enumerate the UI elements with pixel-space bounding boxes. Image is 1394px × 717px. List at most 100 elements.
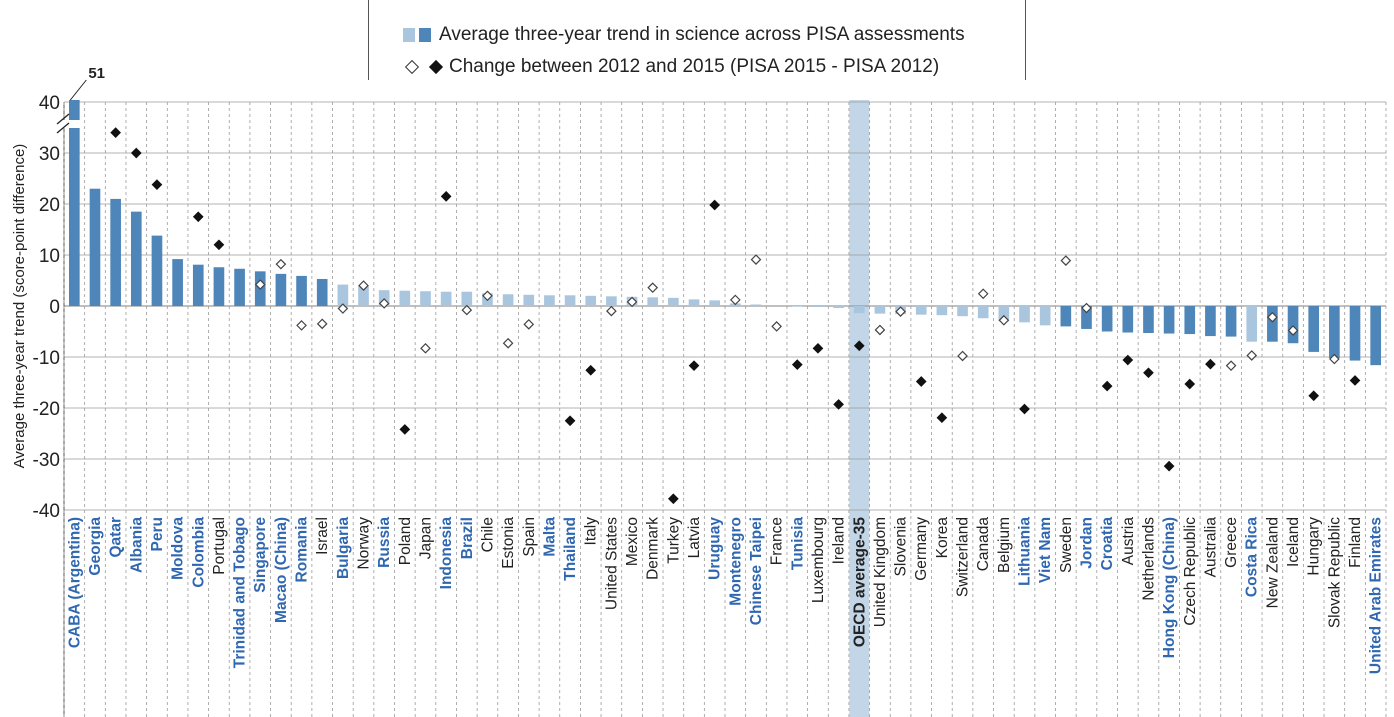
change-diamond <box>626 296 638 308</box>
trend-bar <box>1081 306 1092 329</box>
change-diamond <box>957 350 968 362</box>
axis-break-mark <box>56 122 70 134</box>
category-label: Jordan <box>1078 517 1095 569</box>
change-diamond <box>895 306 906 317</box>
truncated-bar-leader <box>69 79 87 101</box>
trend-bar <box>915 306 927 315</box>
trend-bar <box>544 295 555 306</box>
category-label: United Arab Emirates <box>1368 517 1385 674</box>
trend-bar <box>564 295 576 306</box>
change-diamond <box>1308 390 1320 402</box>
trend-bar <box>213 267 225 306</box>
trend-bar <box>1060 306 1072 327</box>
y-tick-label: 0 <box>49 297 60 318</box>
change-diamond <box>833 399 844 410</box>
trend-bar <box>502 294 514 306</box>
category-label: Canada <box>975 517 992 572</box>
legend-trend-label: Average three-year trend in science acro… <box>439 24 965 45</box>
trend-bar <box>399 290 411 306</box>
trend-bar <box>275 273 287 306</box>
category-label: Georgia <box>87 517 104 576</box>
trend-bar <box>1308 306 1320 352</box>
trend-bar <box>812 306 824 308</box>
trend-bar <box>89 188 101 306</box>
trend-bar <box>151 235 163 306</box>
category-label: Spain <box>521 517 538 557</box>
change-diamond <box>1246 350 1258 361</box>
trend-bar <box>523 294 535 306</box>
change-diamond <box>729 294 741 306</box>
trend-bar <box>957 306 968 317</box>
change-diamond <box>668 493 679 505</box>
change-diamond <box>1349 375 1361 386</box>
change-diamond <box>915 376 927 387</box>
category-label: Lithuania <box>1017 517 1034 586</box>
category-label: Thailand <box>562 517 579 581</box>
trend-bar <box>234 268 245 306</box>
legend: Average three-year trend in science acro… <box>368 0 1026 80</box>
category-label: Russia <box>376 517 393 568</box>
trend-bar <box>977 306 989 319</box>
category-label: Tunisia <box>789 517 806 570</box>
trend-bar <box>853 306 865 314</box>
change-diamond <box>1101 380 1113 392</box>
change-diamond <box>440 191 452 202</box>
change-diamond <box>1329 353 1340 365</box>
category-label: Finland <box>1347 517 1364 568</box>
category-label: Germany <box>913 517 930 581</box>
change-diamond <box>998 314 1010 326</box>
category-label: Sweden <box>1058 517 1075 573</box>
change-diamond <box>420 342 431 354</box>
trend-bar <box>833 306 844 309</box>
category-label: OECD average-35 <box>851 517 868 647</box>
trend-bar <box>130 211 142 306</box>
change-diamond <box>1081 302 1092 314</box>
change-diamond <box>853 340 865 352</box>
category-label: Macao (China) <box>273 517 290 623</box>
trend-bar <box>337 284 349 306</box>
trend-bar <box>440 291 452 306</box>
trend-bar <box>461 291 473 306</box>
category-label: Belgium <box>996 517 1013 573</box>
category-label: Albania <box>128 517 145 573</box>
y-tick-label: -40 <box>33 501 60 522</box>
category-label: United Kingdom <box>872 517 889 627</box>
trend-bar <box>1019 306 1030 323</box>
change-diamond <box>130 147 142 159</box>
trend-bar <box>1184 306 1196 335</box>
category-label: Norway <box>356 517 373 570</box>
change-diamond <box>1184 378 1196 390</box>
change-diamond <box>791 359 803 370</box>
category-label: Croatia <box>1099 517 1116 571</box>
change-diamond <box>316 318 328 330</box>
trend-bar <box>1122 306 1134 333</box>
change-diamond <box>1163 460 1175 472</box>
change-diamond <box>812 342 824 354</box>
category-label: Ireland <box>831 517 848 564</box>
category-label: Netherlands <box>1140 517 1157 601</box>
y-axis-title: Average three-year trend (score-point di… <box>11 144 28 469</box>
trend-bar <box>585 295 597 306</box>
change-diamond <box>482 290 493 302</box>
change-diamond <box>254 279 266 290</box>
change-diamond <box>1019 403 1030 415</box>
category-label: Portugal <box>211 517 228 575</box>
change-diamond <box>750 254 762 265</box>
trend-bar <box>1246 306 1258 342</box>
change-diamond <box>151 179 163 190</box>
category-label: Qatar <box>108 517 125 558</box>
trend-bar <box>1287 306 1299 344</box>
trend-bar <box>709 300 720 306</box>
category-label: Chile <box>479 517 496 552</box>
trend-bar <box>668 297 679 306</box>
trend-bar <box>1143 306 1154 334</box>
category-label: Trinidad and Tobago <box>232 517 249 668</box>
trend-bar <box>874 306 886 314</box>
category-label: Indonesia <box>438 517 455 590</box>
category-label: Estonia <box>500 517 517 569</box>
axis-break-gap <box>62 120 84 128</box>
trend-bar <box>296 275 307 306</box>
legend-swatch-light <box>403 28 415 42</box>
category-label: United States <box>603 517 620 610</box>
category-label: Hungary <box>1306 517 1323 576</box>
